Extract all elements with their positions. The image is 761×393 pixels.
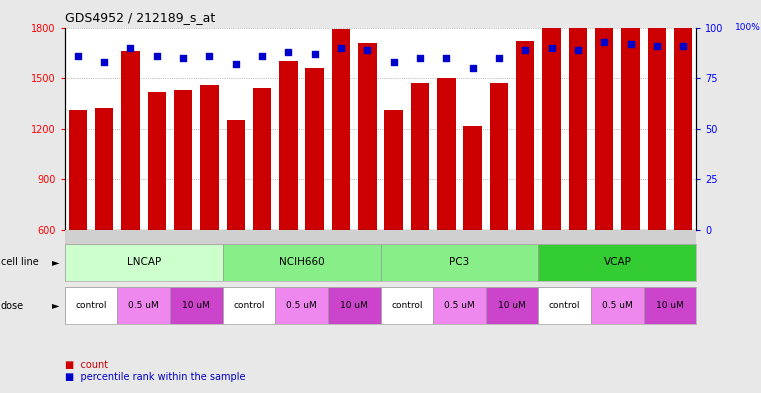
Text: NCIH660: NCIH660	[279, 257, 324, 267]
Text: PC3: PC3	[449, 257, 470, 267]
Point	[309, 51, 321, 57]
Point	[361, 47, 374, 53]
Bar	[223, 244, 380, 281]
Point	[651, 42, 663, 49]
Bar	[253, 88, 271, 230]
Bar	[148, 92, 166, 230]
Point	[414, 55, 426, 61]
Text: control: control	[233, 301, 265, 310]
Text: 10 uM: 10 uM	[340, 301, 368, 310]
Point	[466, 65, 479, 71]
Bar	[95, 108, 113, 230]
Text: LNCAP: LNCAP	[126, 257, 161, 267]
Bar	[328, 287, 380, 324]
Bar	[568, 22, 587, 230]
Point	[335, 44, 347, 51]
Point	[625, 40, 637, 47]
Text: control: control	[391, 301, 422, 310]
Bar	[539, 244, 696, 281]
Point	[98, 59, 110, 65]
Bar	[121, 51, 140, 230]
Bar	[117, 287, 170, 324]
Text: 0.5 uM: 0.5 uM	[602, 301, 632, 310]
Bar	[332, 29, 350, 230]
Point	[493, 55, 505, 61]
Bar	[648, 0, 666, 230]
Bar	[170, 287, 223, 324]
Bar	[433, 287, 486, 324]
Bar	[411, 83, 429, 230]
Bar	[490, 83, 508, 230]
Bar	[595, 0, 613, 230]
Point	[387, 59, 400, 65]
Text: 10 uM: 10 uM	[498, 301, 526, 310]
Point	[124, 44, 136, 51]
Point	[282, 49, 295, 55]
Point	[572, 47, 584, 53]
Text: ►: ►	[52, 257, 59, 267]
Point	[177, 55, 189, 61]
Bar	[279, 61, 298, 230]
Text: 0.5 uM: 0.5 uM	[129, 301, 159, 310]
Bar	[463, 126, 482, 230]
Text: ■  count: ■ count	[65, 360, 108, 371]
Bar	[227, 120, 245, 230]
Text: control: control	[75, 301, 107, 310]
Text: 10 uM: 10 uM	[656, 301, 684, 310]
Bar	[380, 287, 433, 324]
Text: dose: dose	[1, 301, 24, 310]
Text: control: control	[549, 301, 581, 310]
Bar	[174, 90, 193, 230]
Text: GDS4952 / 212189_s_at: GDS4952 / 212189_s_at	[65, 11, 215, 24]
Point	[677, 42, 689, 49]
Bar	[543, 0, 561, 230]
Text: 10 uM: 10 uM	[183, 301, 210, 310]
Bar	[200, 85, 218, 230]
Text: 100%: 100%	[735, 23, 761, 32]
Point	[151, 53, 163, 59]
Bar	[305, 68, 324, 230]
Text: 0.5 uM: 0.5 uM	[444, 301, 475, 310]
Bar	[380, 244, 539, 281]
Point	[598, 39, 610, 45]
Text: VCAP: VCAP	[603, 257, 632, 267]
Point	[230, 61, 242, 67]
Point	[256, 53, 268, 59]
Bar	[437, 78, 456, 230]
Bar	[539, 287, 591, 324]
Bar	[68, 110, 87, 230]
Point	[546, 44, 558, 51]
Point	[519, 47, 531, 53]
Point	[72, 53, 84, 59]
Bar	[65, 287, 117, 324]
Text: cell line: cell line	[1, 257, 39, 267]
Bar	[621, 0, 640, 230]
Bar	[591, 287, 644, 324]
Bar	[223, 287, 275, 324]
Bar	[275, 287, 328, 324]
Bar	[516, 41, 534, 230]
Bar	[358, 43, 377, 230]
Point	[203, 53, 215, 59]
Bar	[65, 244, 223, 281]
Bar	[384, 110, 403, 230]
Bar	[644, 287, 696, 324]
Bar	[486, 287, 539, 324]
Point	[440, 55, 452, 61]
Text: 0.5 uM: 0.5 uM	[286, 301, 317, 310]
Text: ■  percentile rank within the sample: ■ percentile rank within the sample	[65, 372, 245, 382]
Bar	[674, 0, 693, 230]
Text: ►: ►	[52, 301, 59, 310]
